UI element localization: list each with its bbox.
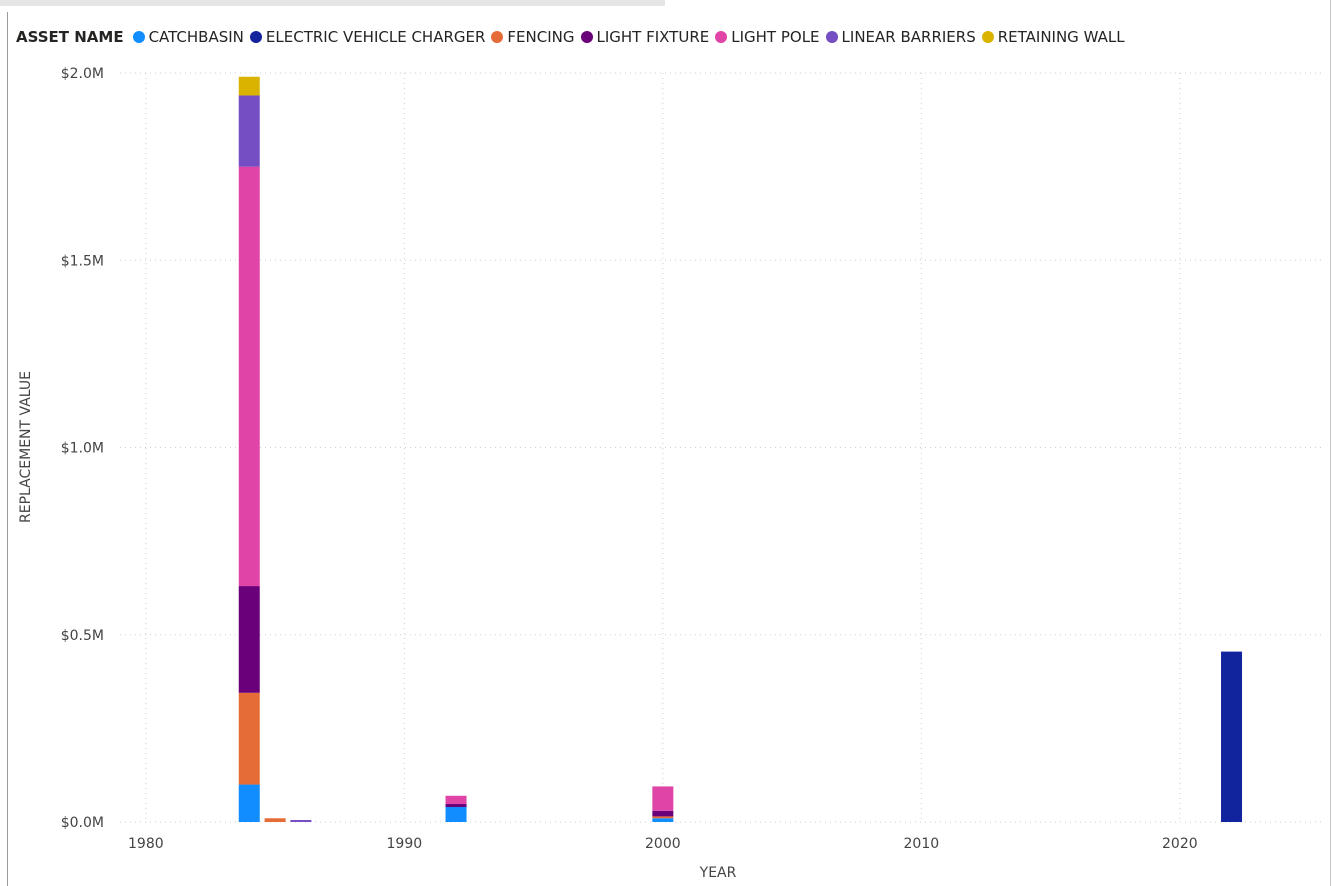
bar-segment-electric-vehicle-charger-2022[interactable] [1221,651,1243,822]
legend-label: LINEAR BARRIERS [841,27,976,46]
y-axis-ticks: $0.0M $0.5M $1.0M $1.5M $2.0M [61,66,104,831]
left-border [7,12,8,886]
bar-segment-light-pole-1992[interactable] [445,795,467,805]
legend-label: LIGHT POLE [731,27,820,46]
title-bar-strip [0,0,665,6]
legend-item-retaining-wall[interactable]: RETAINING WALL [981,27,1125,46]
legend-marker [715,30,728,43]
bar-segment-catchbasin-1992[interactable] [445,807,467,822]
bar-segment-retaining-wall-1984[interactable] [238,76,260,96]
y-tick-label: $1.5M [61,253,104,269]
legend-item-linear-barriers[interactable]: LINEAR BARRIERS [825,27,976,46]
x-axis-title: YEAR [699,865,737,881]
legend-marker [132,30,145,43]
bar-segment-catchbasin-2000[interactable] [652,818,674,822]
x-tick-label: 2010 [904,836,940,852]
x-axis-ticks: 1980 1990 2000 2010 2020 [128,836,1198,852]
legend-item-light-pole[interactable]: LIGHT POLE [715,27,820,46]
y-tick-label: $0.5M [61,628,104,644]
legend-item-catchbasin[interactable]: CATCHBASIN [132,27,244,46]
x-tick-label: 2000 [645,836,681,852]
legend-marker [981,30,994,43]
bar-segment-light-pole-1984[interactable] [238,166,260,587]
legend-label: FENCING [507,27,575,46]
bar-segment-light-pole-2000[interactable] [652,786,674,811]
legend: ASSET NAME CATCHBASIN ELECTRIC VEHICLE CH… [16,24,1131,50]
gridlines [120,72,1322,823]
legend-label: ELECTRIC VEHICLE CHARGER [265,27,486,46]
x-tick-label: 2020 [1162,836,1198,852]
y-tick-label: $2.0M [61,66,104,82]
bar-segment-linear-barriers-1986[interactable] [290,820,312,822]
bar-segment-light-fixture-1992[interactable] [445,804,467,808]
legend-label: CATCHBASIN [148,27,244,46]
legend-items: CATCHBASIN ELECTRIC VEHICLE CHARGER FENCIN… [132,27,1131,47]
legend-title: ASSET NAME [16,28,124,46]
legend-item-electric-vehicle-charger[interactable]: ELECTRIC VEHICLE CHARGER [249,27,486,46]
legend-item-fencing[interactable]: FENCING [491,27,575,46]
bar-segment-linear-barriers-1984[interactable] [238,95,260,167]
y-tick-label: $1.0M [61,441,104,457]
right-border [1330,0,1331,886]
legend-marker [491,30,504,43]
x-tick-label: 1980 [128,836,164,852]
bars [238,76,1243,822]
bar-segment-light-fixture-1984[interactable] [238,586,260,693]
legend-marker [249,30,262,43]
y-tick-label: $0.0M [61,815,104,831]
bar-segment-light-fixture-2000[interactable] [652,810,674,817]
x-tick-label: 1990 [387,836,423,852]
bar-segment-fencing-1985[interactable] [264,818,286,822]
legend-item-light-fixture[interactable]: LIGHT FIXTURE [580,27,710,46]
bar-segment-fencing-1984[interactable] [238,692,260,785]
bar-segment-fencing-2000[interactable] [652,816,674,819]
bar-segment-catchbasin-1984[interactable] [238,784,260,822]
legend-label: LIGHT FIXTURE [596,27,710,46]
legend-marker [580,30,593,43]
y-axis-title: REPLACEMENT VALUE [18,371,34,523]
legend-marker [825,30,838,43]
legend-label: RETAINING WALL [997,27,1125,46]
